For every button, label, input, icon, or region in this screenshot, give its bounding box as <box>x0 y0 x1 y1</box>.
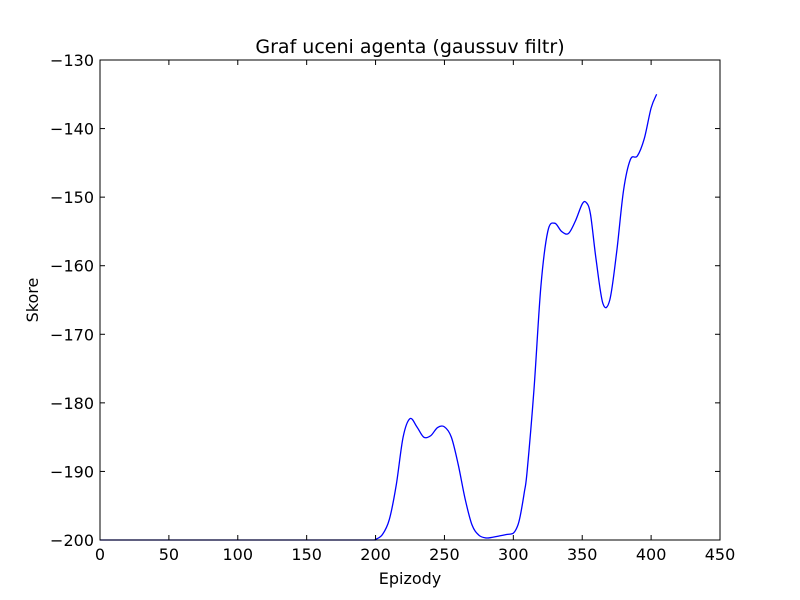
series-line <box>100 94 658 541</box>
x-tick-label: 400 <box>636 545 667 564</box>
y-tick-label: −130 <box>50 51 94 70</box>
plot-frame <box>99 59 721 541</box>
x-tick-label: 0 <box>95 545 105 564</box>
y-tick-label: −180 <box>50 394 94 413</box>
y-tick-label: −140 <box>50 120 94 139</box>
x-tick-label: 50 <box>159 545 179 564</box>
x-axis-title: Epizody <box>379 569 442 588</box>
x-tick-label: 350 <box>567 545 598 564</box>
chart-title: Graf uceni agenta (gaussuv filtr) <box>255 36 564 58</box>
y-axis-title: Skore <box>23 278 42 323</box>
y-tick-label: −200 <box>50 531 94 550</box>
y-tick-label: −170 <box>50 325 94 344</box>
x-tick-label: 150 <box>291 545 322 564</box>
x-tick-label: 250 <box>429 545 460 564</box>
plot-area <box>100 60 720 540</box>
x-tick-label: 450 <box>705 545 736 564</box>
y-tick-label: −160 <box>50 257 94 276</box>
series-layer <box>100 94 658 541</box>
x-tick-label: 200 <box>360 545 391 564</box>
x-tick-label: 300 <box>498 545 529 564</box>
y-tick-label: −190 <box>50 462 94 481</box>
ticks-layer: 0 50 100 150 200 250 300 350 400 450 −200 −190 −180 −… <box>50 51 735 564</box>
x-tick-label: 100 <box>223 545 254 564</box>
y-tick-label: −150 <box>50 188 94 207</box>
